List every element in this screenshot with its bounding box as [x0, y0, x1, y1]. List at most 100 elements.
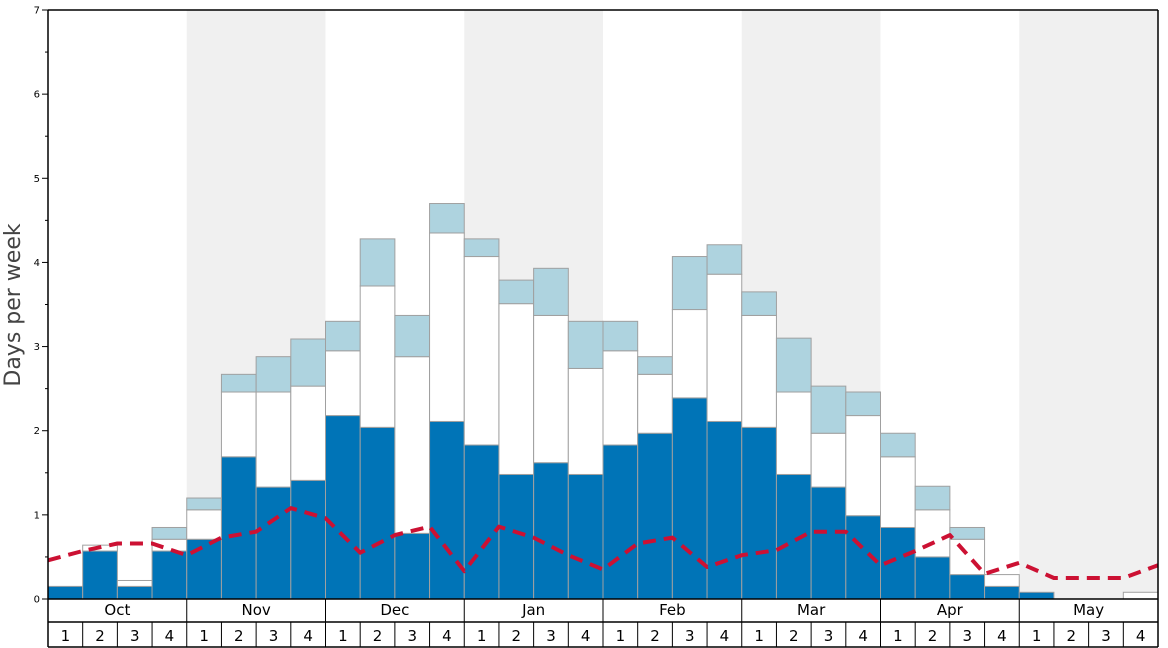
bar-dark-4 — [151, 550, 188, 600]
bar-light-6 — [220, 373, 257, 393]
week-label-6: 2 — [234, 627, 244, 645]
bar-light-12 — [429, 203, 465, 234]
week-label-30: 2 — [1067, 627, 1077, 645]
bar-white-3 — [116, 579, 153, 587]
week-label-20: 4 — [720, 627, 730, 645]
bar-dark-21 — [741, 426, 777, 600]
month-label-mar: Mar — [797, 601, 826, 619]
bar-white-20 — [706, 273, 743, 422]
y-tick-label-0: 0 — [34, 595, 40, 606]
bar-white-16 — [567, 367, 604, 475]
bar-light-16 — [567, 320, 604, 369]
bar-dark-11 — [394, 532, 431, 600]
week-label-10: 2 — [373, 627, 383, 645]
trend-line-path — [47, 506, 1159, 580]
week-label-1: 1 — [61, 627, 71, 645]
bar-light-17 — [602, 320, 639, 352]
week-label-11: 3 — [407, 627, 417, 645]
bar-dark-12 — [429, 420, 465, 600]
bar-dark-28 — [984, 585, 1020, 600]
bar-dark-9 — [325, 415, 361, 600]
bar-dark-5 — [186, 538, 222, 600]
week-label-2: 2 — [95, 627, 105, 645]
week-label-26: 2 — [928, 627, 938, 645]
bar-dark-15 — [533, 462, 569, 600]
bar-white-28 — [984, 574, 1020, 587]
bar-dark-3 — [116, 585, 153, 600]
y-tick-label-4: 4 — [34, 258, 40, 269]
week-label-29: 1 — [1032, 627, 1042, 645]
bar-white-11 — [394, 356, 431, 534]
bar-white-8 — [290, 385, 326, 481]
bar-white-19 — [671, 309, 708, 399]
stacked-bars — [47, 203, 1159, 600]
y-tick-label-3: 3 — [34, 342, 40, 353]
week-label-13: 1 — [477, 627, 487, 645]
week-label-24: 4 — [858, 627, 868, 645]
bar-white-5 — [186, 509, 222, 540]
y-axis: 0 1 2 3 4 5 6 7 — [34, 6, 1159, 647]
bar-dark-19 — [671, 397, 708, 600]
y-tick-label-5: 5 — [34, 174, 40, 185]
bar-light-21 — [741, 291, 777, 316]
bar-dark-17 — [602, 444, 639, 600]
week-label-27: 3 — [962, 627, 972, 645]
bar-light-7 — [255, 356, 292, 393]
bar-light-9 — [325, 320, 361, 352]
bar-white-13 — [463, 256, 500, 446]
week-label-31: 3 — [1101, 627, 1111, 645]
week-label-21: 1 — [754, 627, 764, 645]
month-label-apr: Apr — [937, 601, 964, 619]
bar-light-4 — [151, 526, 188, 540]
bar-white-10 — [359, 285, 396, 428]
bar-dark-20 — [706, 420, 743, 600]
week-label-5: 1 — [199, 627, 209, 645]
week-label-28: 4 — [997, 627, 1007, 645]
bar-white-12 — [429, 232, 465, 422]
month-label-nov: Nov — [241, 601, 270, 619]
bar-light-23 — [810, 385, 847, 434]
month-label-dec: Dec — [380, 601, 409, 619]
bar-light-10 — [359, 238, 396, 287]
week-label-9: 1 — [338, 627, 348, 645]
bar-dark-13 — [463, 444, 500, 600]
week-label-14: 2 — [512, 627, 522, 645]
month-label-may: May — [1073, 601, 1104, 619]
y-tick-label-1: 1 — [34, 510, 40, 521]
bar-light-15 — [533, 267, 569, 316]
bar-dark-24 — [845, 515, 881, 600]
bar-light-5 — [186, 497, 222, 511]
month-label-jan: Jan — [521, 601, 545, 619]
week-label-16: 4 — [581, 627, 591, 645]
week-label-17: 1 — [616, 627, 626, 645]
bar-light-20 — [706, 244, 743, 275]
bar-white-26 — [914, 509, 951, 558]
bar-light-14 — [498, 279, 535, 305]
y-tick-label-7: 7 — [34, 6, 40, 17]
bar-dark-27 — [949, 574, 986, 600]
bar-light-13 — [463, 238, 500, 258]
month-shade-may — [1019, 10, 1158, 599]
bar-light-22 — [775, 337, 812, 393]
y-tick-label-6: 6 — [34, 90, 40, 101]
bar-dark-23 — [810, 486, 847, 600]
bar-dark-29 — [1018, 591, 1055, 600]
week-label-12: 4 — [442, 627, 452, 645]
week-label-32: 4 — [1136, 627, 1146, 645]
bar-white-25 — [880, 456, 916, 528]
bar-white-14 — [498, 303, 535, 475]
bar-white-15 — [533, 314, 569, 464]
week-label-19: 3 — [685, 627, 695, 645]
bar-dark-8 — [290, 479, 326, 600]
month-label-oct: Oct — [104, 601, 130, 619]
bar-white-17 — [602, 350, 639, 446]
bar-white-32 — [1122, 591, 1159, 600]
bar-light-19 — [671, 256, 708, 311]
week-label-4: 4 — [165, 627, 175, 645]
bar-white-6 — [220, 391, 257, 458]
bar-dark-6 — [220, 456, 257, 600]
bar-white-24 — [845, 415, 881, 517]
week-label-25: 1 — [893, 627, 903, 645]
week-label-8: 4 — [303, 627, 313, 645]
